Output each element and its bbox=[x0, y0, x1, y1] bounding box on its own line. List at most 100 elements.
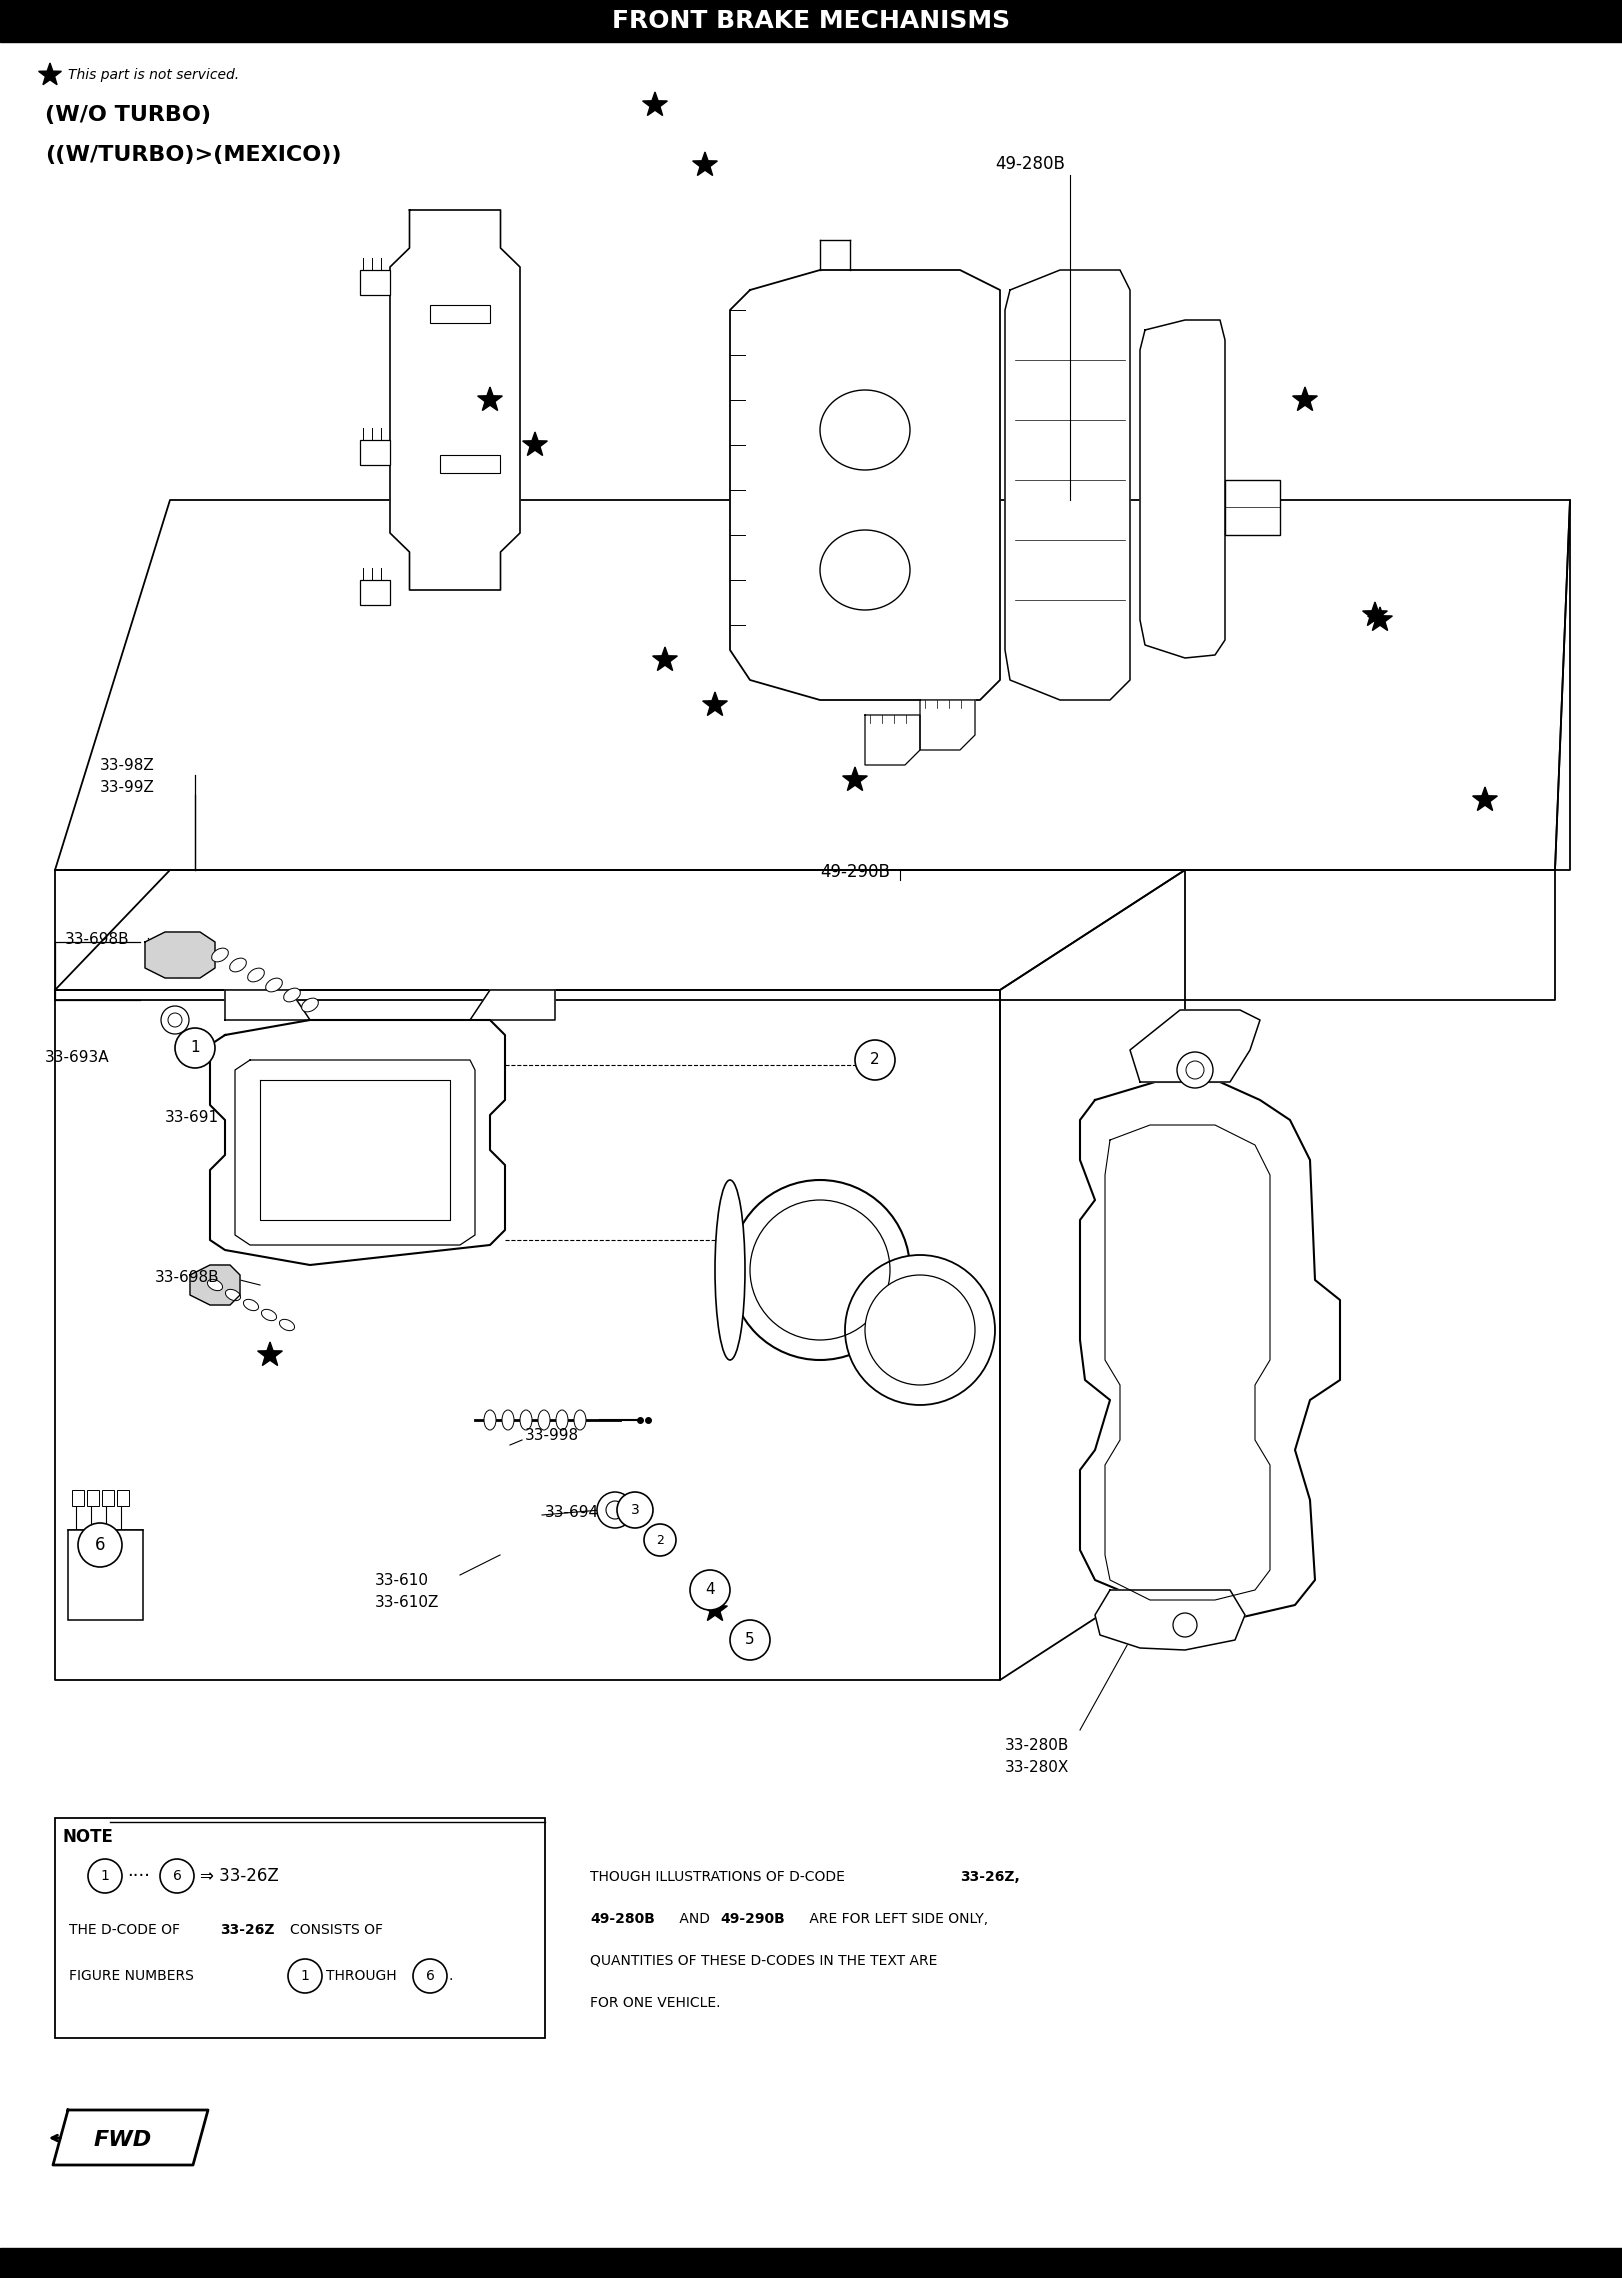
Text: ⇒ 33-26Z: ⇒ 33-26Z bbox=[200, 1868, 279, 1884]
Text: ((W/TURBO)>(MEXICO)): ((W/TURBO)>(MEXICO)) bbox=[45, 146, 342, 164]
Bar bbox=[0, 0, 1622, 41]
Text: FWD: FWD bbox=[94, 2130, 152, 2150]
Text: 33-26Z: 33-26Z bbox=[221, 1923, 274, 1936]
Text: 33-610: 33-610 bbox=[375, 1574, 428, 1588]
Polygon shape bbox=[1140, 319, 1225, 658]
Text: 3: 3 bbox=[631, 1503, 639, 1517]
Polygon shape bbox=[54, 2109, 208, 2164]
Polygon shape bbox=[865, 715, 920, 765]
Bar bbox=[68, 1531, 143, 1620]
Text: 49-280B: 49-280B bbox=[994, 155, 1066, 173]
Text: 6: 6 bbox=[172, 1868, 182, 1884]
Bar bbox=[360, 581, 389, 606]
Text: 33-610Z: 33-610Z bbox=[375, 1595, 440, 1611]
Circle shape bbox=[865, 1276, 975, 1385]
Circle shape bbox=[161, 1859, 195, 1893]
Text: .: . bbox=[449, 1968, 454, 1984]
Polygon shape bbox=[642, 91, 667, 116]
Text: THROUGH: THROUGH bbox=[326, 1968, 397, 1984]
Polygon shape bbox=[225, 991, 310, 1021]
Ellipse shape bbox=[279, 1319, 295, 1330]
Text: 4: 4 bbox=[706, 1583, 715, 1597]
Circle shape bbox=[616, 1492, 654, 1529]
Bar bbox=[102, 1490, 114, 1506]
Text: 33-698B: 33-698B bbox=[156, 1271, 219, 1285]
Circle shape bbox=[730, 1620, 770, 1661]
Text: 33-99Z: 33-99Z bbox=[101, 779, 154, 795]
Circle shape bbox=[730, 1180, 910, 1360]
Polygon shape bbox=[1095, 1590, 1246, 1649]
Text: ····: ···· bbox=[127, 1868, 149, 1884]
Ellipse shape bbox=[574, 1410, 586, 1431]
Text: 2: 2 bbox=[869, 1052, 879, 1068]
Ellipse shape bbox=[248, 968, 264, 982]
Ellipse shape bbox=[261, 1310, 277, 1321]
Ellipse shape bbox=[230, 959, 247, 973]
Bar bbox=[440, 456, 500, 474]
Text: ARE FOR LEFT SIDE ONLY,: ARE FOR LEFT SIDE ONLY, bbox=[805, 1911, 988, 1925]
Circle shape bbox=[644, 1524, 676, 1556]
Circle shape bbox=[855, 1041, 895, 1080]
Text: FOR ONE VEHICLE.: FOR ONE VEHICLE. bbox=[590, 1996, 720, 2009]
Text: 33-998: 33-998 bbox=[526, 1428, 579, 1442]
Circle shape bbox=[597, 1492, 633, 1529]
Polygon shape bbox=[920, 699, 975, 749]
Text: THE D-CODE OF: THE D-CODE OF bbox=[70, 1923, 180, 1936]
Ellipse shape bbox=[243, 1298, 258, 1310]
Bar bbox=[360, 271, 389, 294]
Ellipse shape bbox=[284, 989, 300, 1002]
Polygon shape bbox=[144, 932, 216, 977]
Text: 33-693A: 33-693A bbox=[45, 1050, 110, 1066]
Bar bbox=[55, 1818, 545, 2039]
Bar bbox=[1225, 481, 1280, 535]
Polygon shape bbox=[258, 1342, 282, 1365]
Bar bbox=[0, 2248, 1622, 2278]
Polygon shape bbox=[1006, 271, 1131, 699]
Circle shape bbox=[88, 1859, 122, 1893]
Ellipse shape bbox=[483, 1410, 496, 1431]
Text: 49-290B: 49-290B bbox=[821, 863, 890, 882]
Polygon shape bbox=[190, 1264, 240, 1305]
Text: 33-26Z,: 33-26Z, bbox=[960, 1870, 1020, 1884]
Text: QUANTITIES OF THESE D-CODES IN THE TEXT ARE: QUANTITIES OF THESE D-CODES IN THE TEXT … bbox=[590, 1955, 938, 1968]
Circle shape bbox=[1178, 1052, 1213, 1089]
Polygon shape bbox=[1131, 1009, 1260, 1082]
Polygon shape bbox=[1362, 601, 1387, 626]
Circle shape bbox=[289, 1959, 323, 1993]
Bar bbox=[71, 1490, 84, 1506]
Bar bbox=[88, 1490, 99, 1506]
Polygon shape bbox=[652, 647, 678, 670]
Text: 33-698B: 33-698B bbox=[65, 932, 130, 948]
Text: 1: 1 bbox=[190, 1041, 200, 1055]
Polygon shape bbox=[693, 153, 717, 175]
Text: 6: 6 bbox=[94, 1535, 105, 1554]
Polygon shape bbox=[470, 991, 555, 1021]
Ellipse shape bbox=[556, 1410, 568, 1431]
Text: 33-98Z: 33-98Z bbox=[101, 759, 154, 772]
Text: This part is not serviced.: This part is not serviced. bbox=[68, 68, 238, 82]
Polygon shape bbox=[209, 1021, 504, 1264]
Text: THOUGH ILLUSTRATIONS OF D-CODE: THOUGH ILLUSTRATIONS OF D-CODE bbox=[590, 1870, 850, 1884]
Text: 49-280B: 49-280B bbox=[590, 1911, 655, 1925]
Ellipse shape bbox=[211, 948, 229, 961]
Polygon shape bbox=[702, 693, 727, 715]
Polygon shape bbox=[39, 64, 62, 84]
Text: FRONT BRAKE MECHANISMS: FRONT BRAKE MECHANISMS bbox=[611, 9, 1011, 32]
Polygon shape bbox=[1367, 606, 1392, 631]
Polygon shape bbox=[235, 1059, 475, 1246]
Ellipse shape bbox=[715, 1180, 744, 1360]
Text: AND: AND bbox=[675, 1911, 714, 1925]
Text: NOTE: NOTE bbox=[63, 1827, 114, 1845]
Text: (W/O TURBO): (W/O TURBO) bbox=[45, 105, 211, 125]
Bar bbox=[430, 305, 490, 323]
Polygon shape bbox=[730, 271, 1001, 699]
Ellipse shape bbox=[266, 977, 282, 991]
Ellipse shape bbox=[539, 1410, 550, 1431]
Text: 5: 5 bbox=[744, 1633, 754, 1647]
Circle shape bbox=[161, 1007, 190, 1034]
Polygon shape bbox=[1293, 387, 1317, 410]
Circle shape bbox=[78, 1524, 122, 1567]
Polygon shape bbox=[702, 1597, 727, 1620]
Text: 49-290B: 49-290B bbox=[720, 1911, 785, 1925]
Circle shape bbox=[175, 1027, 216, 1068]
